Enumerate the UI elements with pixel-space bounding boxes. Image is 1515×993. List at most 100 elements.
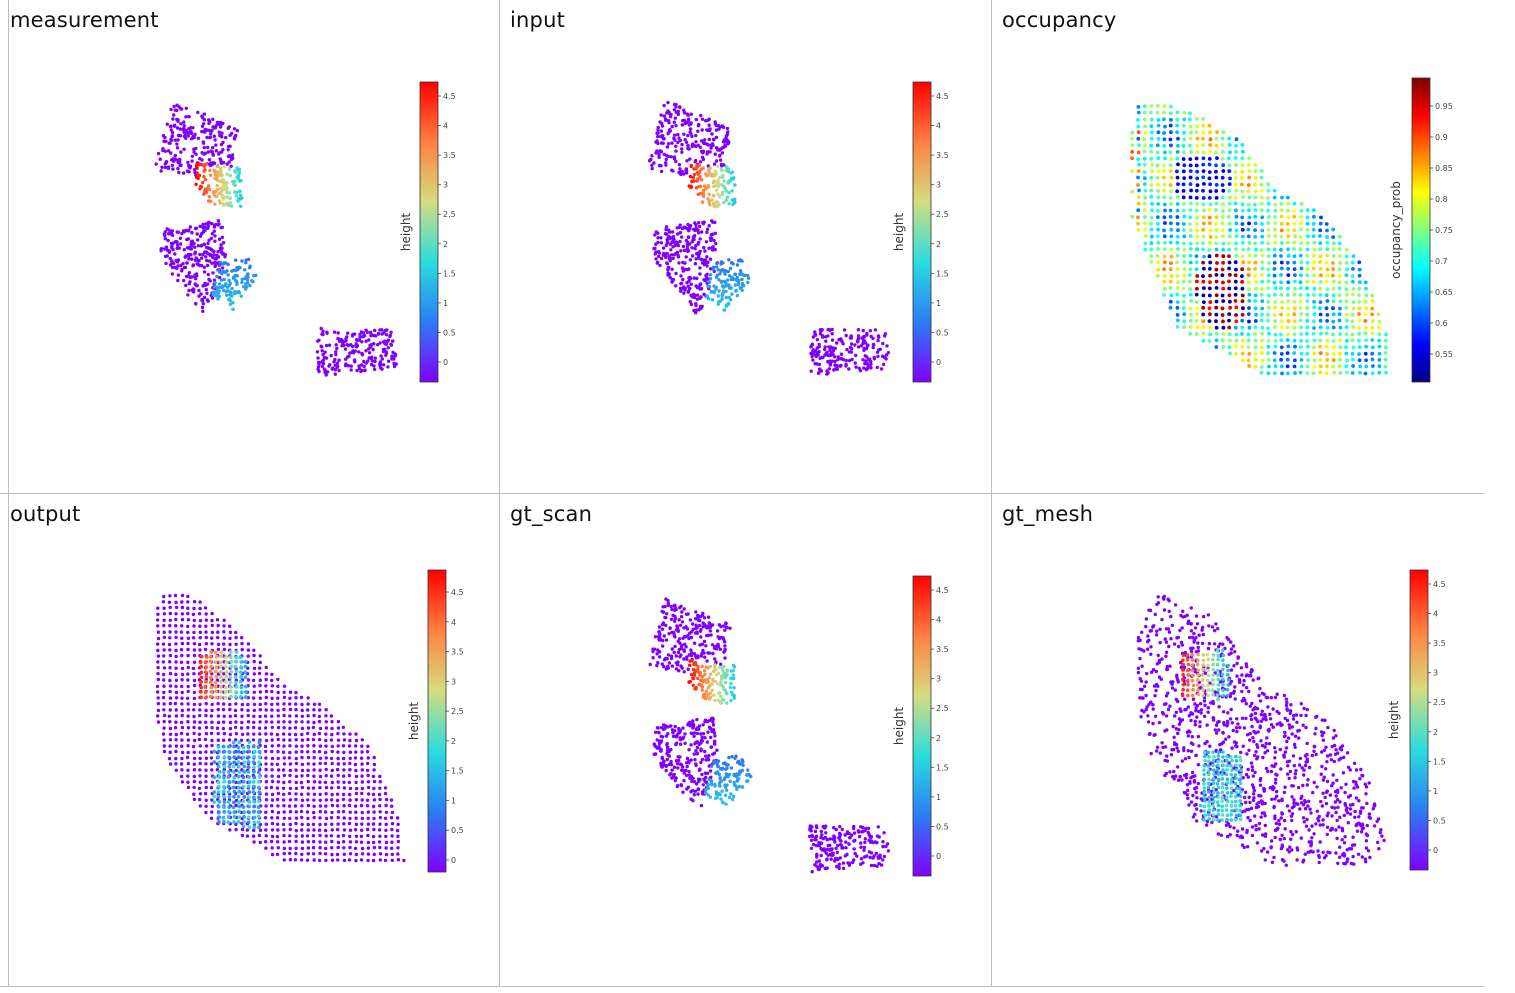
scatter-point [214,149,218,153]
scatter-point [318,804,323,808]
scatter-point [1163,124,1167,129]
scatter-point [1318,247,1323,252]
scatter-point [720,297,724,301]
scatter-point [212,223,217,227]
scatter-point [1207,196,1212,200]
scatter-point [306,773,310,778]
scatter-point [222,672,226,676]
scatter-point [679,274,683,278]
scatter-point [264,846,268,850]
scatter-point [257,795,261,800]
scatter-point [222,636,227,640]
scatter-point [682,118,687,123]
scatter-point [175,108,179,113]
scatter-point [192,600,197,604]
scatter-point [222,800,227,804]
scatter-point [717,194,722,199]
scatter-point [1221,188,1226,193]
scatter-point [864,367,869,372]
scatter-point [702,639,707,644]
scatter-point [210,623,214,628]
scatter-point [1220,267,1225,272]
scatter-point [1240,208,1245,213]
panel-title: input [510,8,566,32]
scatter-point [740,277,744,282]
scatter-point [656,250,661,254]
scatter-point [685,627,690,631]
scatter-point [686,146,690,151]
scatter-point [1201,227,1205,232]
scatter-point [696,228,700,232]
scatter-point [1163,260,1167,265]
scatter-point [731,692,735,697]
scatter-point [1312,358,1317,363]
scatter-point [1344,261,1349,265]
scatter-point [1208,143,1212,147]
scatter-point [232,760,237,765]
scatter-point [698,643,702,647]
scatter-point [258,683,262,688]
scatter-point [1188,247,1193,251]
scatter-point [270,828,275,832]
scatter-point [1299,325,1304,330]
scatter-point [294,846,298,850]
scatter-point [661,246,666,250]
scatter-point [246,678,251,682]
scatter-point [692,734,696,738]
scatter-point [1207,254,1212,259]
scatter-point [275,816,280,820]
scatter-point [1188,182,1193,187]
scatter-point [210,630,215,635]
scatter-point [318,798,322,802]
scatter-point [1181,169,1186,174]
scatter-point [666,603,670,607]
scatter-point [678,138,682,143]
scatter-point [1234,319,1239,324]
scatter-point [335,792,340,796]
scatter-point [360,791,364,796]
scatter-point [1377,325,1381,330]
scatter-point [193,226,198,231]
scatter-point [317,737,322,742]
scatter-point [817,367,822,371]
scatter-point [1181,208,1186,213]
scatter-point [348,798,352,802]
scatter-point [1214,273,1219,277]
scatter-point [845,347,849,352]
scatter-point [1214,325,1219,330]
scatter-point [394,362,398,366]
scatter-point [390,804,394,808]
scatter-point [168,726,173,731]
scatter-point [1266,227,1271,232]
scatter-point [311,834,316,838]
scatter-point [1169,202,1173,206]
scatter-point [348,761,352,766]
scatter-point [664,118,668,122]
scatter-point [1156,227,1160,232]
scatter-point [673,644,677,649]
scatter-point [1214,201,1219,206]
scatter-point [1253,306,1258,311]
scatter-point [219,675,223,679]
scatter-point [282,702,286,706]
panel-measurement: measurement 4.5 4 3.5 3 2.5 2 1.5 1 0.5 0 height [0,0,499,493]
scatter-point [300,840,305,844]
scatter-point [1286,344,1291,349]
scatter-point [353,828,358,832]
scatter-point [1181,123,1186,128]
scatter-point [192,653,197,658]
scatter-point [1227,312,1232,316]
scatter-point [1344,280,1349,285]
scatter-point [221,262,225,266]
scatter-point [198,234,203,238]
scatter-point [269,732,274,736]
scatter-point [1214,169,1218,174]
scatter-point [294,792,298,796]
scatter-point [210,702,214,707]
scatter-point [186,624,190,629]
scatter-point [1195,183,1200,188]
scatter-point [1228,305,1232,310]
scatter-point [1214,215,1219,220]
scatter-point [1234,221,1239,226]
scatter-point [169,232,174,236]
